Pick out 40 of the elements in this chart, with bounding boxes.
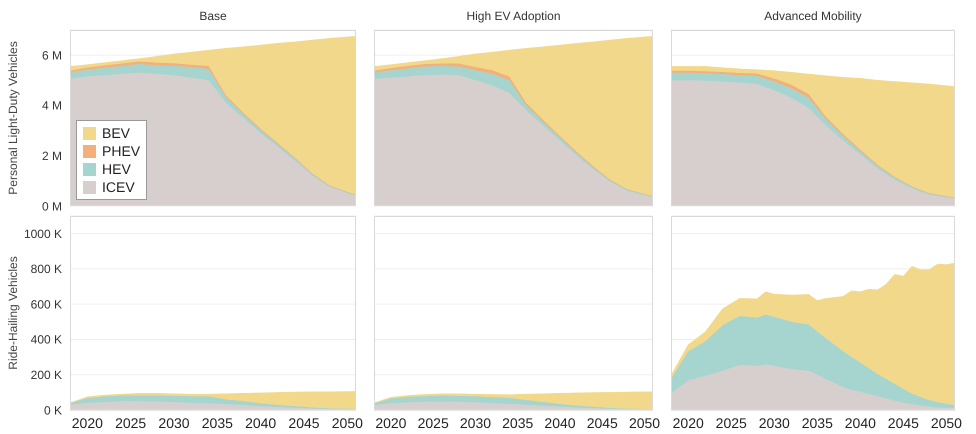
- y-axis-title: Ride-Hailing Vehicles: [6, 256, 20, 370]
- chart-title: High EV Adoption: [465, 9, 562, 23]
- x-tick-label: 2030: [460, 414, 492, 431]
- x-tick-label: 2050: [930, 414, 962, 431]
- legend-label: PHEV: [102, 143, 140, 159]
- x-tick-label: 2040: [245, 414, 276, 431]
- x-tick-label: 2020: [72, 414, 104, 431]
- x-tick-label: 2040: [844, 414, 876, 431]
- y-tick-label: 0 M: [42, 199, 62, 214]
- y-tick-label: 200 K: [30, 368, 62, 382]
- x-tick-label: 2035: [802, 414, 834, 431]
- x-tick-label: 2025: [418, 414, 449, 431]
- y-tick-label: 0 K: [44, 403, 62, 418]
- y-tick-label: 2 M: [42, 148, 62, 163]
- x-tick-label: 2050: [628, 414, 660, 431]
- x-tick-label: 2020: [375, 414, 407, 431]
- legend-label: HEV: [102, 161, 131, 177]
- y-axis-title: Personal Light-Duty Vehicles: [6, 41, 20, 195]
- y-tick-label: 400 K: [30, 332, 62, 347]
- x-tick-label: 2025: [115, 414, 146, 431]
- x-tick-label: 2030: [758, 414, 790, 431]
- y-tick-label: 6 M: [42, 48, 62, 62]
- x-tick-label: 2020: [672, 414, 704, 431]
- chart-title: Advanced Mobility: [763, 9, 863, 23]
- y-tick-label: 4 M: [42, 98, 62, 113]
- y-tick-label: 600 K: [30, 297, 62, 312]
- y-tick-label: 800 K: [30, 262, 62, 276]
- x-tick-label: 2045: [888, 414, 920, 431]
- x-tick-label: 2035: [202, 414, 234, 431]
- x-tick-label: 2035: [502, 414, 534, 431]
- x-tick-label: 2050: [332, 414, 364, 431]
- chart-title: Base: [198, 9, 228, 23]
- legend-label: ICEV: [102, 179, 135, 195]
- x-tick-label: 2045: [586, 414, 618, 431]
- x-tick-label: 2045: [288, 414, 320, 431]
- x-tick-label: 2030: [158, 414, 190, 431]
- y-tick-label: 1000 K: [24, 226, 62, 241]
- x-tick-label: 2040: [544, 414, 576, 431]
- legend-label: BEV: [102, 125, 130, 141]
- x-tick-label: 2025: [716, 414, 748, 431]
